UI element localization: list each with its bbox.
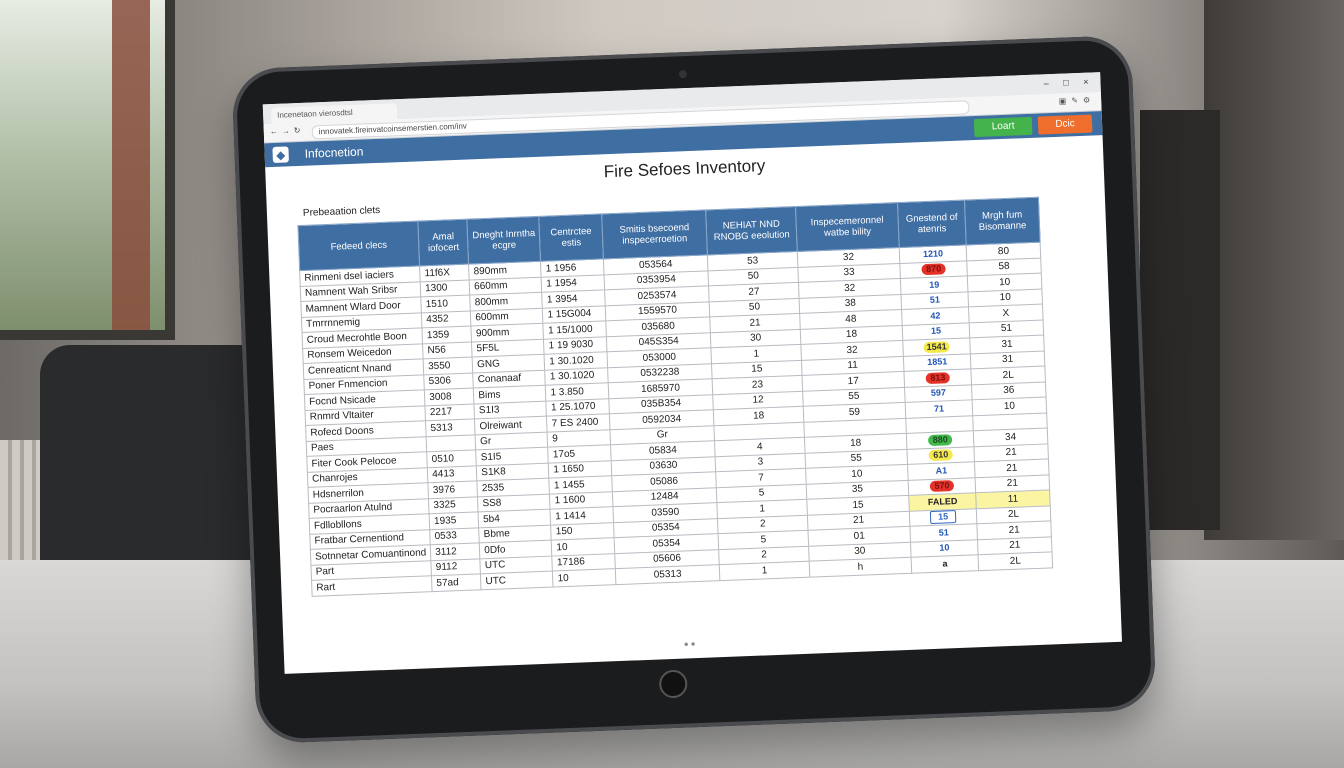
status-badge: FALED [927, 495, 958, 507]
status-badge: 15 [930, 325, 942, 337]
dark-doorway [1140, 110, 1220, 530]
column-header[interactable]: Gnestend of atenris [897, 199, 967, 248]
table-body: Rinmeni dsel iaciers 11f6X 890mm 1 1956 0535… [299, 242, 1053, 596]
status-badge: 610 [928, 449, 954, 462]
inventory-table: Fedeed clecs Amal iofocert Dneght Inrntha … [297, 197, 1053, 597]
table-cell: 05313 [615, 564, 721, 585]
login-button[interactable]: Loart [973, 116, 1033, 138]
table-cell: Rart [311, 575, 433, 596]
minimize-icon[interactable]: – [1043, 77, 1055, 89]
diamond-logo-icon[interactable]: ◆ [272, 146, 289, 163]
status-badge: 71 [933, 403, 945, 414]
secondary-button[interactable]: Dcic [1037, 114, 1093, 135]
column-header[interactable]: Centrctee estis [539, 213, 604, 262]
status-badge: 51 [929, 294, 941, 306]
extension-icons[interactable]: ▣✎⚙ [1058, 95, 1096, 106]
table-cell: 10 [552, 568, 616, 587]
column-header[interactable]: Fedeed clecs [297, 220, 420, 271]
table-cell: h [809, 557, 912, 577]
office-chair [40, 345, 280, 590]
column-header[interactable]: Amal iofocert [418, 219, 469, 266]
status-badge: 1210 [922, 248, 944, 259]
column-header[interactable]: Mrgh fum Bisomanne [964, 197, 1041, 245]
status-badge: a [942, 558, 948, 569]
window-controls[interactable]: – □ × [1044, 76, 1095, 88]
reload-icon[interactable]: ↻ [293, 125, 305, 136]
status-badge: 19 [929, 279, 940, 290]
maximize-icon[interactable]: □ [1063, 77, 1075, 88]
column-header[interactable]: Smitis bsecoend inspecerroetion [601, 209, 708, 259]
tablet-screen: Incenetaon vierosdtsl – □ × ←→↻ innovate… [262, 72, 1122, 674]
column-header[interactable]: NEHIAT NND RNOBG eeolution [705, 206, 798, 255]
status-badge: 1851 [927, 356, 948, 368]
column-header[interactable]: Inspecemeronnel watbe bility [795, 202, 900, 252]
nav-buttons: ←→↻ [270, 126, 305, 136]
table-cell: UTC [480, 571, 554, 590]
status-badge: 813 [925, 371, 951, 384]
status-badge: 570 [929, 480, 955, 493]
status-badge: 51 [938, 527, 949, 538]
pagination-dots[interactable]: ●● [683, 639, 698, 649]
status-badge: 15 [929, 510, 957, 525]
app-title: Infocnetion [304, 144, 364, 161]
back-arrow-icon[interactable]: ← [269, 126, 282, 137]
status-badge: 597 [930, 387, 947, 399]
status-badge: 1541 [923, 340, 950, 353]
brick-wall [112, 0, 150, 330]
close-icon[interactable]: × [1083, 76, 1095, 87]
status-badge: 880 [928, 433, 953, 446]
table-cell: 2L [978, 551, 1053, 571]
table-cell: a [911, 554, 979, 573]
tablet-device: Incenetaon vierosdtsl – □ × ←→↻ innovate… [231, 34, 1157, 745]
table-cell: 57ad [431, 573, 482, 592]
forward-arrow-icon[interactable]: → [281, 126, 294, 136]
status-badge: 42 [930, 310, 941, 321]
status-badge: A1 [935, 465, 948, 476]
camera-icon [678, 70, 688, 79]
status-badge: 870 [921, 263, 946, 276]
table-cell: 1 [719, 561, 810, 581]
column-header[interactable]: Dneght Inrntha ecgre [467, 216, 541, 265]
right-wall [1204, 0, 1344, 540]
status-badge [928, 426, 952, 427]
status-badge: 10 [939, 542, 950, 553]
home-button[interactable] [658, 669, 688, 699]
